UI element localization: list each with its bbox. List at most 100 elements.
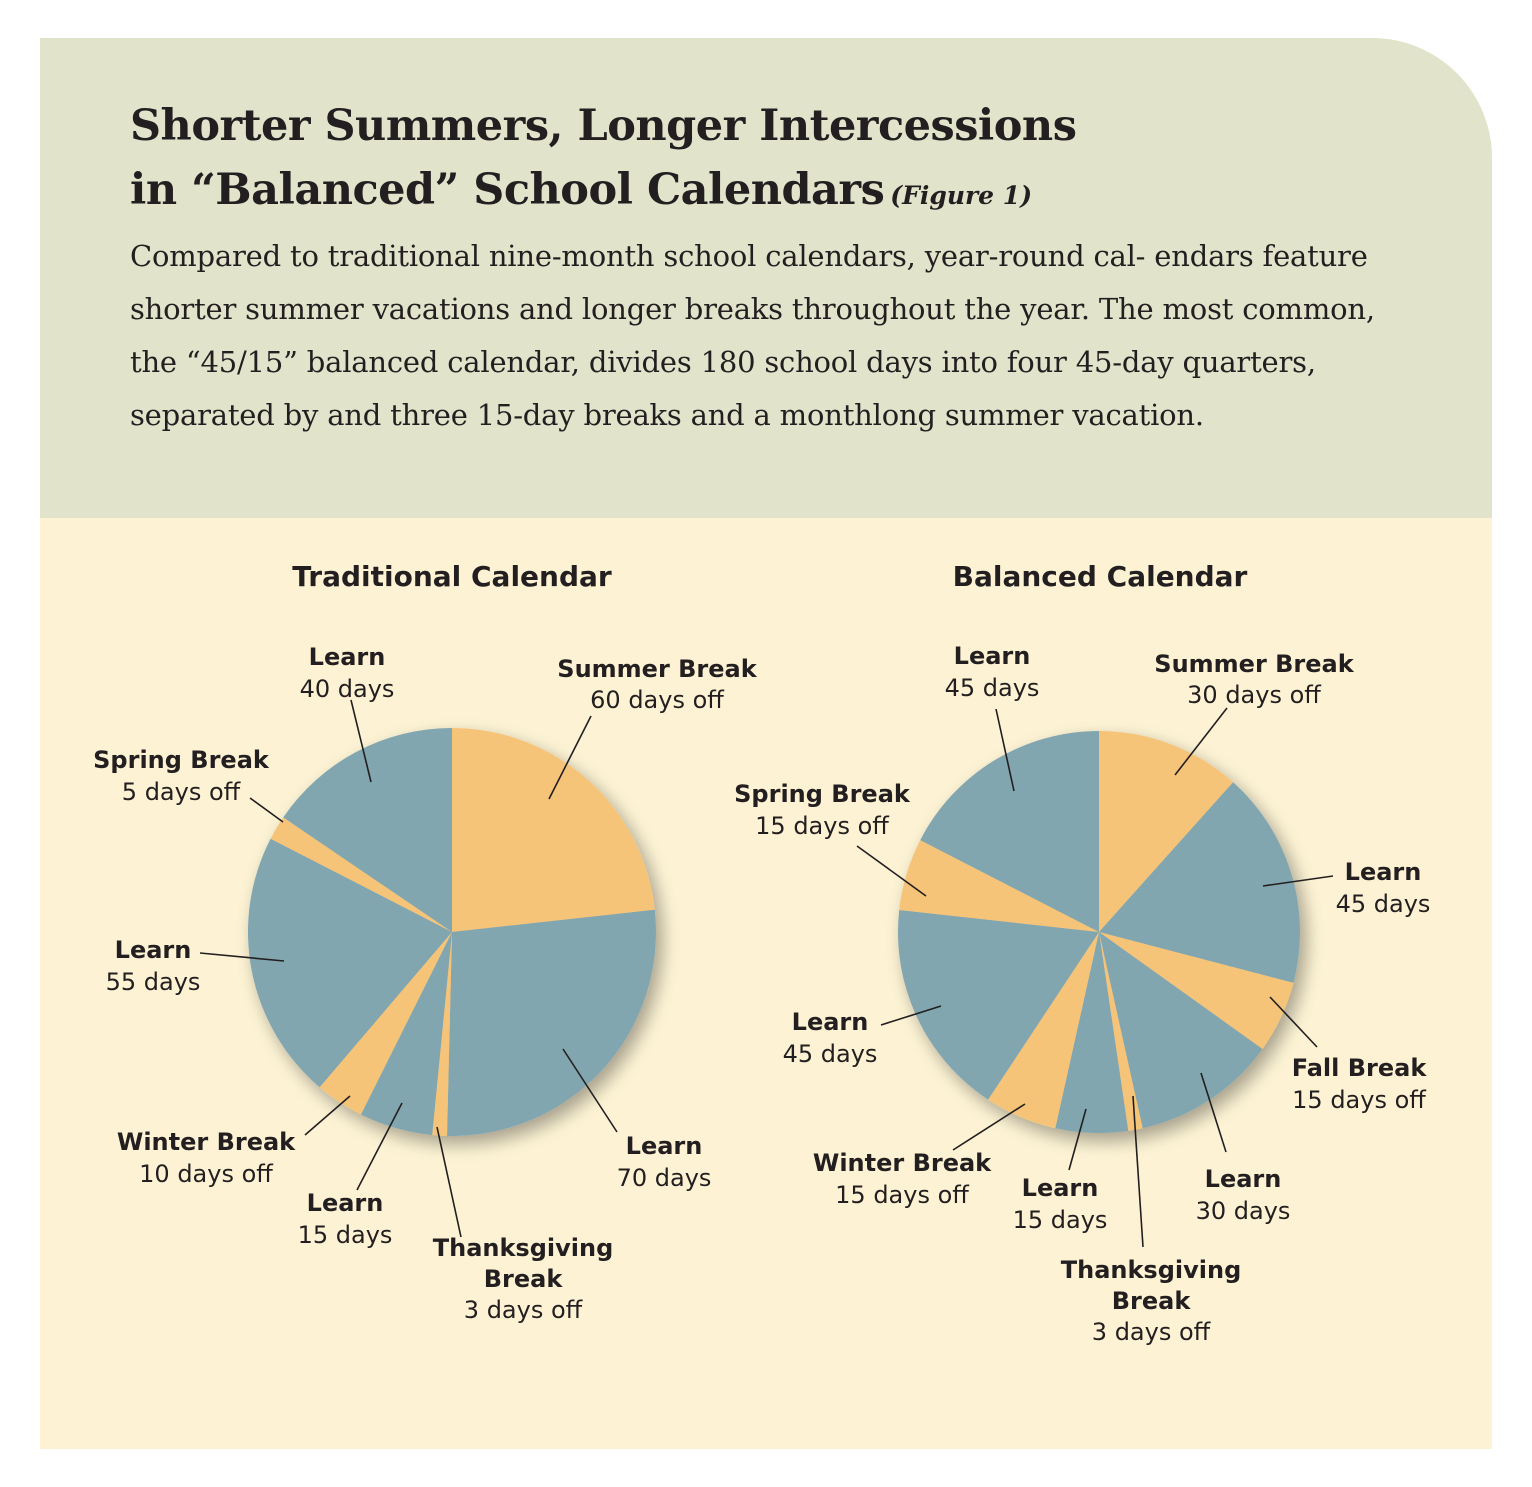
figure-title: Shorter Summers, Longer Intercessions in…: [130, 94, 1380, 228]
slice-value: 30 days off: [1187, 681, 1321, 709]
pie-slice-learn: [1099, 782, 1300, 983]
leader-line: [1174, 707, 1228, 776]
pie-slice-thanksgiving-break: [1099, 932, 1143, 1131]
pie-slice-spring-break: [270, 817, 452, 932]
slice-name-line-2: Break: [484, 1265, 564, 1293]
slice-value: 60 days off: [590, 686, 724, 714]
slice-name: Spring Break: [734, 780, 911, 808]
pie-slice-learn: [283, 728, 452, 932]
traditional-pie: [247, 728, 657, 1137]
slice-name: Learn: [309, 643, 386, 671]
pie-slice-winter-break: [988, 932, 1099, 1129]
traditional-chart-title: Traditional Calendar: [292, 560, 612, 593]
slice-name: Learn: [954, 642, 1031, 670]
traditional-label-spring-break: Spring Break 5 days off: [93, 746, 270, 806]
leader-line: [356, 1102, 403, 1191]
leader-line: [1068, 1108, 1087, 1171]
slice-value: 10 days off: [139, 1160, 273, 1188]
traditional-label-learn-15: Learn 15 days: [298, 1189, 393, 1249]
slice-value: 15 days: [1013, 1206, 1108, 1234]
traditional-label-learn-70: Learn 70 days: [617, 1132, 712, 1192]
slice-value: 40 days: [300, 675, 395, 703]
slice-value: 45 days: [945, 674, 1040, 702]
balanced-leader-lines: [856, 707, 1334, 1248]
traditional-label-learn-55: Learn 55 days: [106, 936, 201, 996]
leader-line: [856, 845, 927, 897]
traditional-label-winter-break: Winter Break 10 days off: [117, 1128, 296, 1188]
pie-slice-learn: [360, 932, 452, 1136]
slice-value: 30 days: [1196, 1197, 1291, 1225]
leader-line: [1262, 875, 1334, 887]
pie-slice-summer-break: [452, 728, 655, 932]
slice-name: Learn: [115, 936, 192, 964]
balanced-label-thanksgiving: Thanksgiving Break 3 days off: [1061, 1256, 1242, 1346]
slice-value: 45 days: [1336, 890, 1431, 918]
slice-name: Learn: [307, 1189, 384, 1217]
slice-value: 3 days off: [1092, 1318, 1211, 1346]
title-line-1: Shorter Summers, Longer Intercessions: [130, 101, 1077, 151]
slice-value: 15 days off: [1292, 1086, 1426, 1114]
slice-name: Winter Break: [813, 1149, 992, 1177]
leader-line: [952, 1103, 1026, 1151]
slice-value: 15 days off: [835, 1181, 969, 1209]
balanced-label-summer-break: Summer Break 30 days off: [1154, 650, 1354, 709]
slice-value: 45 days: [783, 1040, 878, 1068]
slice-name: Fall Break: [1292, 1054, 1428, 1082]
balanced-label-winter-break: Winter Break 15 days off: [813, 1149, 992, 1209]
slice-name: Learn: [1205, 1165, 1282, 1193]
leader-line: [1269, 996, 1318, 1048]
leader-line: [304, 1095, 351, 1136]
slice-name-line-2: Break: [1112, 1287, 1192, 1315]
pie-slice-learn: [1099, 932, 1263, 1129]
slice-value: 3 days off: [464, 1296, 583, 1324]
slice-name: Learn: [1022, 1174, 1099, 1202]
slice-name-line-1: Thanksgiving: [433, 1234, 614, 1262]
pie-slice-learn: [920, 731, 1099, 932]
pie-slice-thanksgiving-break: [432, 932, 452, 1136]
balanced-pie: [898, 731, 1300, 1134]
leader-line: [350, 699, 372, 783]
figure-label: (Figure 1): [890, 181, 1033, 210]
balanced-chart-title: Balanced Calendar: [953, 560, 1248, 593]
leader-line: [1200, 1072, 1227, 1153]
slice-value: 15 days off: [755, 812, 889, 840]
pie-slice-learn: [247, 838, 452, 1088]
leader-line: [436, 1126, 462, 1238]
pie-slice-winter-break: [319, 932, 452, 1115]
slice-name: Summer Break: [557, 655, 757, 683]
slice-value: 15 days: [298, 1221, 393, 1249]
leader-line: [199, 952, 285, 962]
pie-slice-learn: [898, 910, 1099, 1100]
leader-line: [995, 708, 1015, 792]
traditional-label-learn-40: Learn 40 days: [300, 643, 395, 703]
slice-name: Spring Break: [93, 746, 270, 774]
pie-slice-fall-break: [1099, 932, 1294, 1049]
balanced-label-learn-45-left: Learn 45 days: [783, 1008, 878, 1068]
leader-line: [1132, 1095, 1144, 1248]
slice-name: Winter Break: [117, 1128, 296, 1156]
balanced-label-learn-15: Learn 15 days: [1013, 1174, 1108, 1234]
pie-slice-learn: [447, 909, 657, 1137]
balanced-label-spring-break: Spring Break 15 days off: [734, 780, 911, 840]
slice-name: Learn: [1345, 858, 1422, 886]
balanced-label-learn-30: Learn 30 days: [1196, 1165, 1291, 1225]
pie-slice-spring-break: [899, 840, 1099, 932]
title-line-2: in “Balanced” School Calendars: [130, 165, 885, 215]
balanced-label-fall-break: Fall Break 15 days off: [1292, 1054, 1428, 1114]
balanced-label-learn-45-top: Learn 45 days: [945, 642, 1040, 702]
slice-name: Learn: [792, 1008, 869, 1036]
balanced-label-learn-45-right: Learn 45 days: [1336, 858, 1431, 918]
leader-line: [249, 797, 284, 823]
leader-line: [880, 1005, 942, 1026]
traditional-leader-lines: [199, 699, 618, 1238]
traditional-label-thanksgiving: Thanksgiving Break 3 days off: [433, 1234, 614, 1324]
figure-caption: Compared to traditional nine-month schoo…: [130, 239, 1375, 432]
slice-name: Summer Break: [1154, 650, 1354, 678]
slice-name: Learn: [626, 1132, 703, 1160]
slice-name-line-1: Thanksgiving: [1061, 1256, 1242, 1284]
pie-slice-learn: [1055, 932, 1129, 1134]
slice-value: 5 days off: [122, 778, 241, 806]
leader-line: [548, 715, 592, 800]
slice-value: 55 days: [106, 968, 201, 996]
